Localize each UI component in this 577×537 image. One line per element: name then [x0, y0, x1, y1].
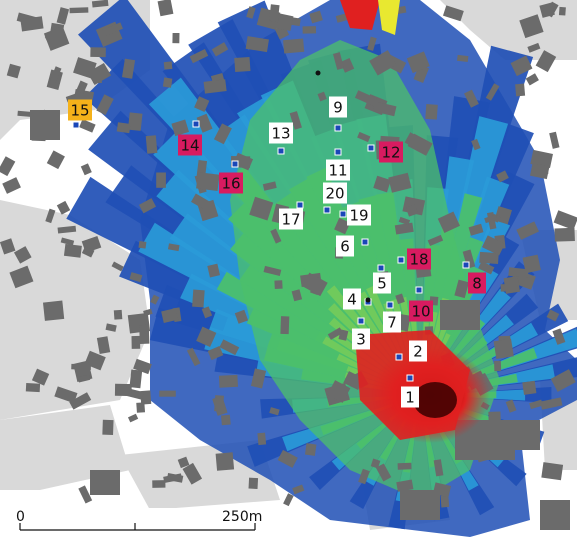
- marker-label: 9: [333, 99, 343, 117]
- receiver-dot: [192, 120, 200, 128]
- marker-15: 15: [68, 99, 92, 121]
- marker-label: 15: [70, 102, 89, 120]
- marker-box: [326, 159, 350, 181]
- marker-label: 8: [472, 275, 482, 293]
- receiver-dot: [406, 374, 414, 382]
- receiver-dot: [397, 256, 405, 264]
- receiver-dot: [367, 144, 375, 152]
- scale-start-label: 0: [16, 509, 25, 525]
- receiver-dot: [339, 210, 347, 218]
- marker-box: [336, 235, 354, 257]
- marker-13: 13: [269, 122, 293, 144]
- marker-box: [279, 208, 303, 230]
- marker-box: [178, 134, 202, 156]
- marker-box: [379, 141, 403, 163]
- receiver-dot: [296, 201, 304, 209]
- marker-box: [347, 204, 371, 226]
- marker-label: 2: [413, 343, 423, 361]
- marker-box: [468, 272, 486, 294]
- marker-4: 4: [343, 288, 361, 310]
- marker-label: 5: [377, 275, 387, 293]
- marker-label: 12: [381, 144, 400, 162]
- marker-9: 9: [329, 96, 347, 118]
- receiver-dot: [377, 264, 385, 272]
- receiver-dot: [334, 148, 342, 156]
- signal-hotspot: [340, 0, 490, 443]
- marker-5: 5: [373, 272, 391, 294]
- receiver-dot: [72, 121, 80, 129]
- scale-bar-background: [8, 508, 276, 537]
- receiver-dot: [386, 301, 394, 309]
- marker-box: [329, 96, 347, 118]
- marker-box: [269, 122, 293, 144]
- marker-18: 18: [407, 248, 431, 270]
- receiver-dot: [462, 261, 470, 269]
- marker-6: 6: [336, 235, 354, 257]
- marker-box: [323, 182, 347, 204]
- marker-label: 18: [409, 251, 428, 269]
- marker-label: 11: [328, 162, 347, 180]
- marker-10: 10: [409, 300, 433, 322]
- receiver-dot: [357, 317, 365, 325]
- marker-label: 14: [180, 137, 199, 155]
- marker-label: 10: [411, 303, 430, 321]
- marker-3: 3: [352, 328, 370, 350]
- marker-box: [352, 328, 370, 350]
- marker-7: 7: [383, 311, 401, 333]
- marker-box: [401, 386, 419, 408]
- marker-11: 11: [326, 159, 350, 181]
- marker-box: [343, 288, 361, 310]
- marker-14: 14: [178, 134, 202, 156]
- receiver-dot: [231, 160, 239, 168]
- marker-1: 1: [401, 386, 419, 408]
- marker-label: 4: [347, 291, 357, 309]
- receiver-dot: [277, 147, 285, 155]
- marker-20: 20: [323, 182, 347, 204]
- receiver-dot: [415, 286, 423, 294]
- marker-8: 8: [468, 272, 486, 294]
- marker-label: 17: [281, 211, 300, 229]
- marker-box: [407, 248, 431, 270]
- marker-2: 2: [409, 340, 427, 362]
- marker-box: [409, 340, 427, 362]
- transmitter-dot: [365, 297, 371, 303]
- marker-label: 3: [356, 331, 366, 349]
- marker-box: [219, 172, 243, 194]
- receiver-dot: [323, 206, 331, 214]
- marker-16: 16: [219, 172, 243, 194]
- marker-box: [383, 311, 401, 333]
- marker-box: [68, 99, 92, 121]
- marker-label: 1: [405, 389, 415, 407]
- marker-label: 7: [387, 314, 397, 332]
- marker-17: 17: [279, 208, 303, 230]
- transmitter-dot: [315, 70, 321, 76]
- marker-box: [409, 300, 433, 322]
- marker-label: 16: [221, 175, 240, 193]
- scale-end-label: 250m: [222, 509, 262, 525]
- marker-label: 13: [271, 125, 290, 143]
- marker-19: 19: [347, 204, 371, 226]
- receiver-dot: [334, 124, 342, 132]
- marker-label: 6: [340, 238, 350, 256]
- receiver-dot: [395, 353, 403, 361]
- marker-label: 20: [325, 185, 344, 203]
- marker-12: 12: [379, 141, 403, 163]
- marker-label: 19: [349, 207, 368, 225]
- scale-bar: 0 250m: [8, 508, 276, 537]
- marker-box: [373, 272, 391, 294]
- receiver-dot: [361, 238, 369, 246]
